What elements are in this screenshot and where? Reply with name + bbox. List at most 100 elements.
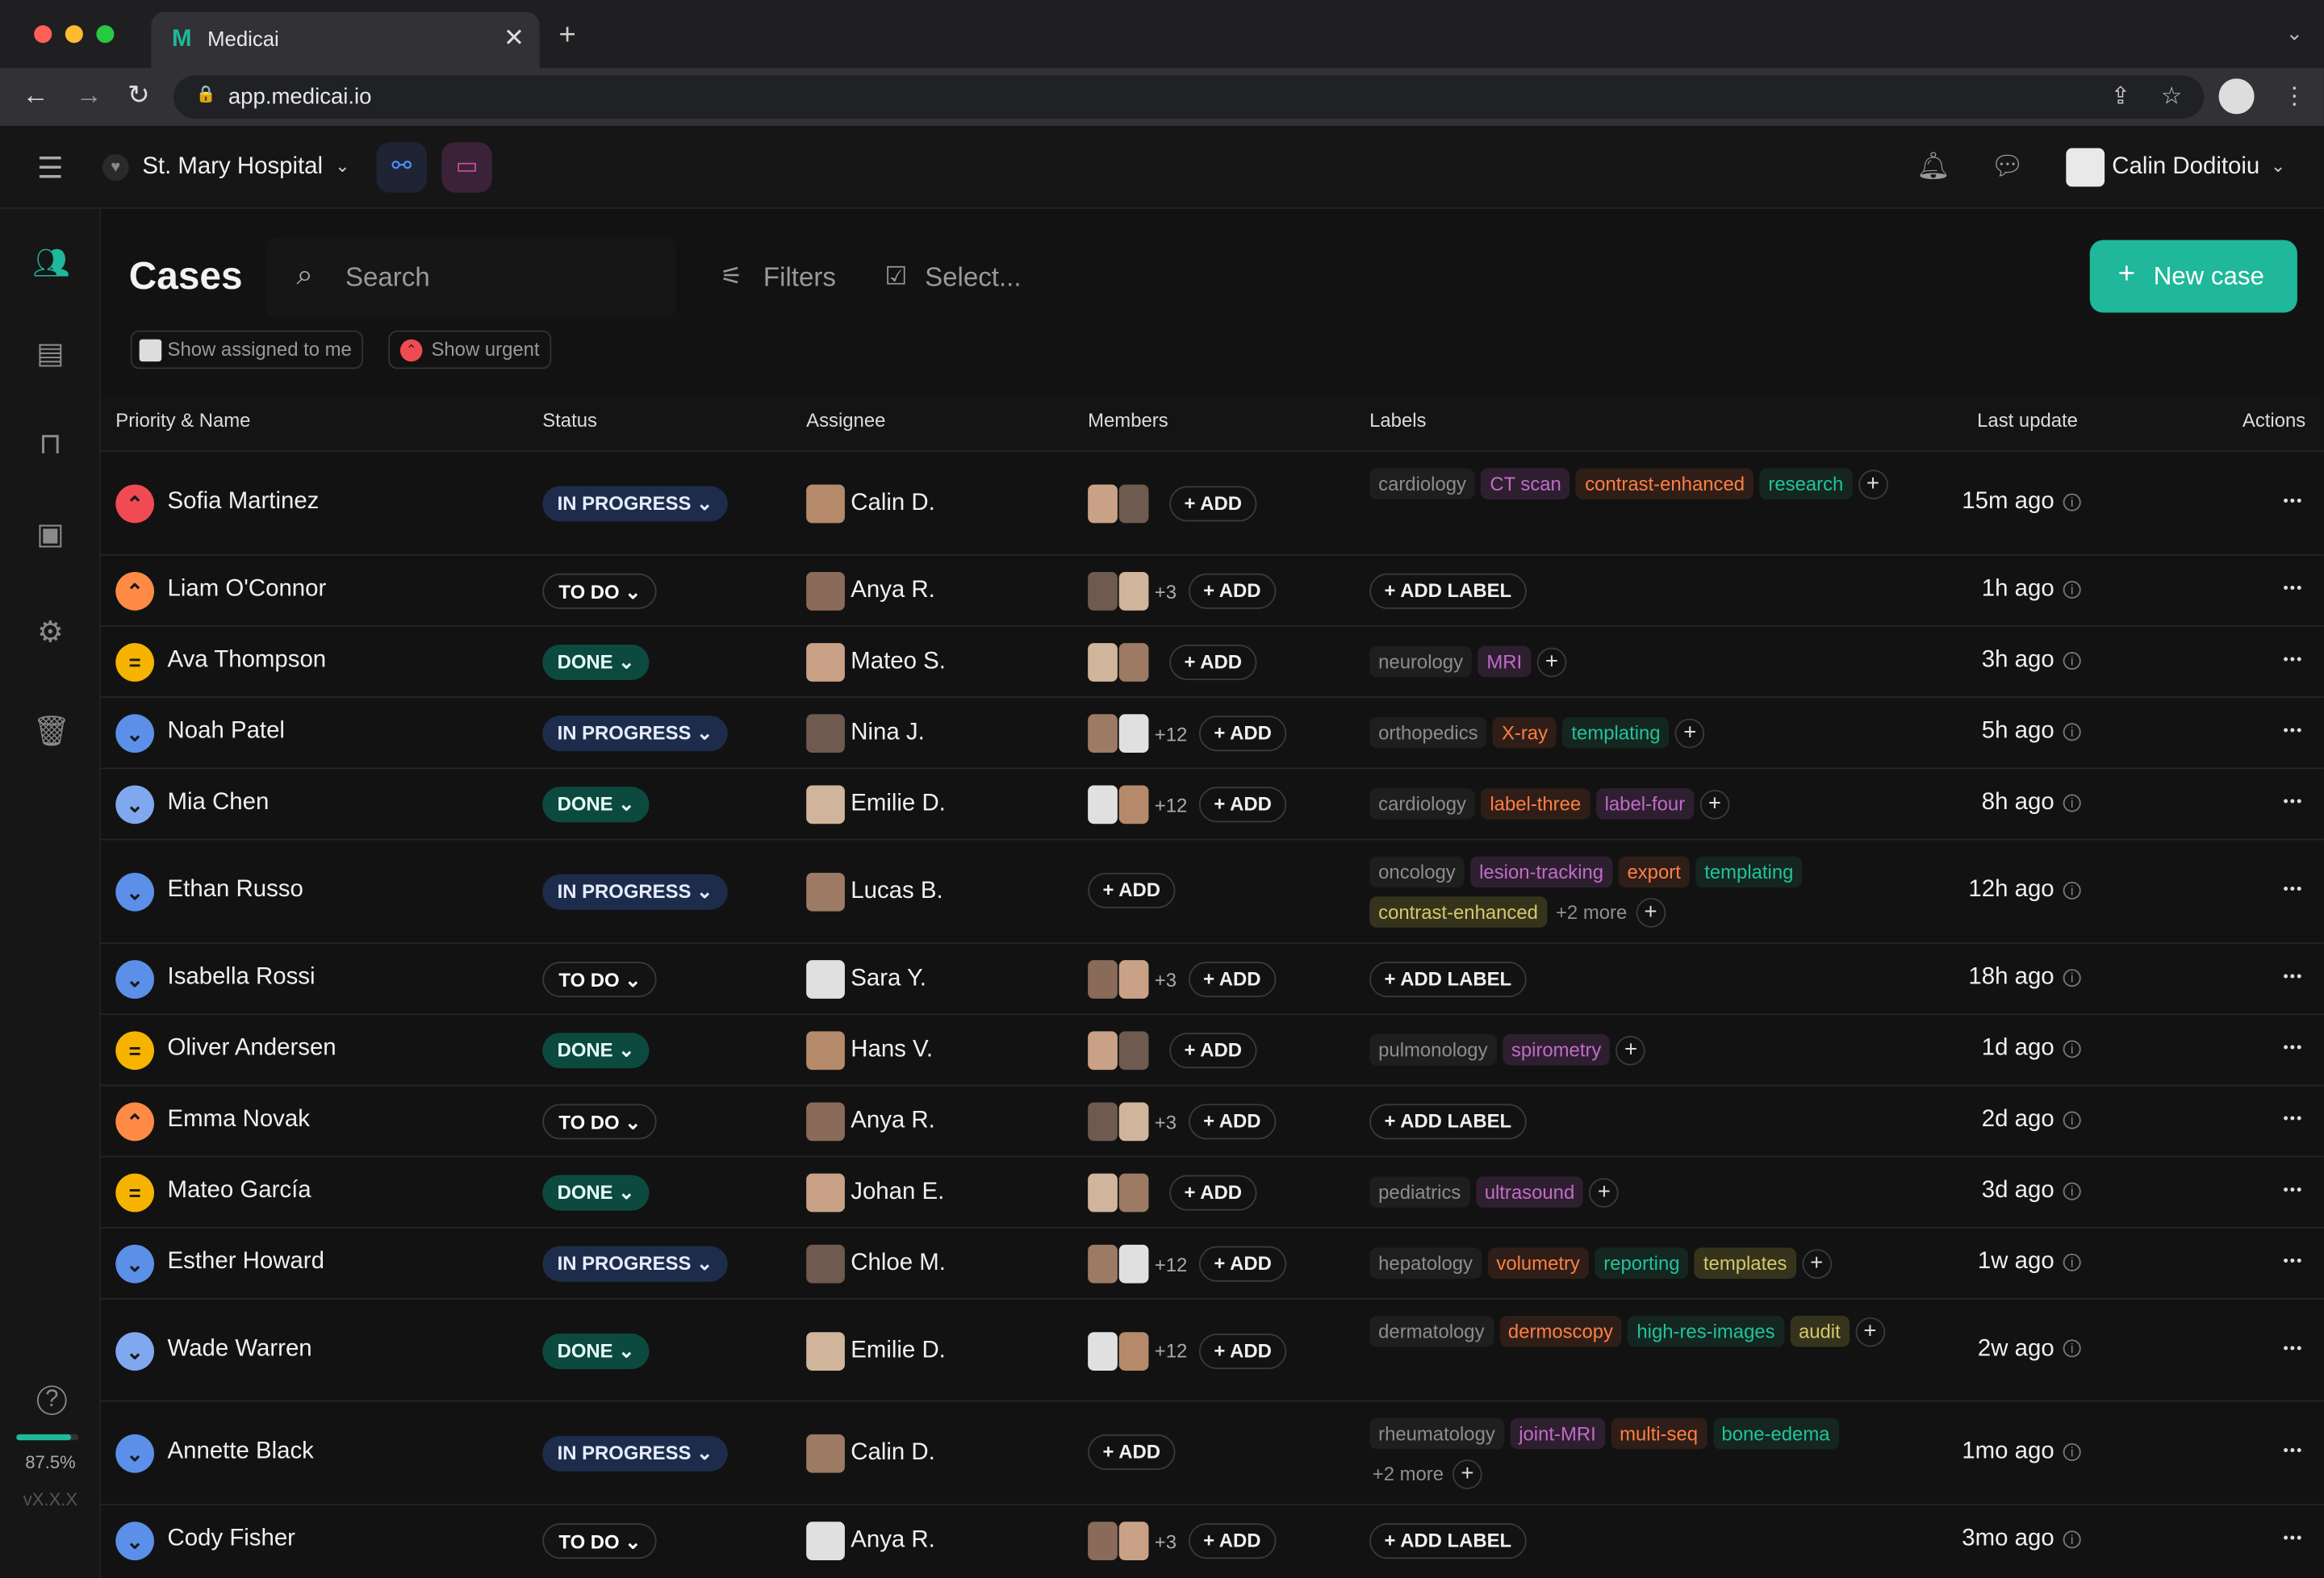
label-chip[interactable]: joint-MRI: [1510, 1417, 1605, 1450]
assignee[interactable]: Johan E.: [806, 1173, 944, 1213]
assignee[interactable]: Calin D.: [806, 1434, 935, 1473]
video-camera-icon[interactable]: ▭: [441, 142, 492, 193]
add-label-icon[interactable]: +: [1616, 1035, 1646, 1066]
case-name[interactable]: Mateo García: [167, 1178, 311, 1204]
status-dropdown[interactable]: DONE ⌄: [542, 644, 650, 681]
add-member-button[interactable]: + ADD: [1169, 1175, 1257, 1211]
add-label-button[interactable]: + ADD LABEL: [1369, 1523, 1527, 1559]
assignee[interactable]: Emilie D.: [806, 1331, 946, 1371]
maximize-window-button[interactable]: [96, 25, 115, 44]
add-member-button[interactable]: + ADD: [1169, 486, 1257, 522]
chevron-down-icon[interactable]: ⌄: [335, 155, 350, 177]
add-label-button[interactable]: + ADD LABEL: [1369, 1104, 1527, 1140]
assignee[interactable]: Anya R.: [806, 1522, 935, 1561]
info-icon[interactable]: i: [2063, 1253, 2081, 1271]
case-name[interactable]: Esther Howard: [167, 1249, 324, 1275]
case-name[interactable]: Isabella Rossi: [167, 964, 316, 990]
label-chip[interactable]: high-res-images: [1628, 1315, 1784, 1347]
assignee[interactable]: Hans V.: [806, 1031, 933, 1071]
add-member-button[interactable]: + ADD: [1188, 1523, 1276, 1559]
label-chip[interactable]: multi-seq: [1611, 1417, 1707, 1450]
table-row[interactable]: = Oliver Andersen DONE ⌄ Hans V. + ADD pulmon…: [100, 1013, 2324, 1084]
add-member-button[interactable]: + ADD: [1199, 716, 1287, 752]
assignee[interactable]: Anya R.: [806, 571, 935, 611]
table-row[interactable]: ⌄ Mia Chen DONE ⌄ Emilie D. +12 + ADD cardiolo…: [100, 767, 2324, 838]
label-chip[interactable]: audit: [1789, 1315, 1850, 1347]
bookmark-star-icon[interactable]: ☆: [2160, 84, 2183, 110]
more-actions-icon[interactable]: •••: [2283, 881, 2304, 899]
assignee[interactable]: Nina J.: [806, 714, 925, 754]
label-chip[interactable]: templating: [1562, 716, 1670, 749]
case-name[interactable]: Oliver Andersen: [167, 1035, 336, 1062]
info-icon[interactable]: i: [2063, 881, 2081, 900]
show-urgent-filter[interactable]: ⌃ Show urgent: [388, 330, 552, 369]
assignee[interactable]: Emilie D.: [806, 785, 946, 824]
trash-icon[interactable]: 🗑︎: [32, 716, 71, 749]
more-actions-icon[interactable]: •••: [2283, 969, 2304, 986]
info-icon[interactable]: i: [2063, 722, 2081, 741]
add-member-button[interactable]: + ADD: [1088, 872, 1176, 908]
share-network-icon[interactable]: ⚯: [376, 142, 427, 193]
more-actions-icon[interactable]: •••: [2283, 652, 2304, 669]
add-member-button[interactable]: + ADD: [1169, 644, 1257, 681]
label-chip[interactable]: pediatrics: [1369, 1176, 1470, 1208]
case-name[interactable]: Mia Chen: [167, 789, 270, 816]
label-chip[interactable]: ultrasound: [1475, 1176, 1584, 1208]
address-bar[interactable]: 🔒 app.medicai.io: [173, 75, 2205, 119]
status-dropdown[interactable]: DONE ⌄: [542, 1175, 650, 1211]
info-icon[interactable]: i: [2063, 1339, 2081, 1358]
more-actions-icon[interactable]: •••: [2283, 1530, 2304, 1547]
info-icon[interactable]: i: [2063, 651, 2081, 670]
header-assignee[interactable]: Assignee: [806, 408, 886, 432]
more-labels[interactable]: +2 more: [1372, 1462, 1444, 1485]
label-chip[interactable]: cardiology: [1369, 468, 1476, 499]
settings-gear-icon[interactable]: ⚙: [36, 616, 64, 649]
case-name[interactable]: Emma Novak: [167, 1107, 310, 1133]
close-tab-icon[interactable]: ✕: [504, 23, 525, 52]
add-label-icon[interactable]: +: [1699, 789, 1730, 820]
header-status[interactable]: Status: [542, 408, 597, 432]
more-actions-icon[interactable]: •••: [2283, 1040, 2304, 1057]
case-name[interactable]: Cody Fisher: [167, 1526, 295, 1552]
status-dropdown[interactable]: TO DO ⌄: [542, 573, 658, 609]
more-actions-icon[interactable]: •••: [2283, 794, 2304, 811]
label-chip[interactable]: templates: [1694, 1247, 1796, 1280]
inbox-icon[interactable]: ⊓: [39, 428, 62, 461]
status-dropdown[interactable]: DONE ⌄: [542, 787, 650, 823]
more-actions-icon[interactable]: •••: [2283, 1253, 2304, 1271]
label-chip[interactable]: dermatology: [1369, 1315, 1494, 1347]
more-actions-icon[interactable]: •••: [2283, 1442, 2304, 1460]
case-name[interactable]: Noah Patel: [167, 718, 285, 745]
label-chip[interactable]: lesion-tracking: [1470, 856, 1613, 888]
label-chip[interactable]: spirometry: [1502, 1034, 1611, 1066]
assignee[interactable]: Mateo S.: [806, 643, 946, 682]
table-row[interactable]: ⌄ Isabella Rossi TO DO ⌄ Sara Y. +3 + ADD + AD…: [100, 942, 2324, 1013]
label-chip[interactable]: rheumatology: [1369, 1417, 1504, 1450]
table-row[interactable]: ⌃ Emma Novak TO DO ⌄ Anya R. +3 + ADD + ADD LA…: [100, 1084, 2324, 1155]
user-menu[interactable]: Calin Doditoiu: [2112, 154, 2260, 180]
add-label-icon[interactable]: +: [1452, 1459, 1482, 1489]
select-checkbox-icon[interactable]: ☑: [884, 262, 908, 290]
add-member-button[interactable]: + ADD: [1199, 787, 1287, 823]
cases-users-icon[interactable]: 👥︎: [32, 247, 71, 281]
add-member-button[interactable]: + ADD: [1169, 1033, 1257, 1069]
info-icon[interactable]: i: [2063, 794, 2081, 812]
label-chip[interactable]: pulmonology: [1369, 1034, 1497, 1066]
label-chip[interactable]: contrast-enhanced: [1576, 468, 1754, 499]
header-last-update[interactable]: Last update: [1977, 408, 2078, 432]
case-name[interactable]: Wade Warren: [167, 1335, 312, 1362]
label-chip[interactable]: cardiology: [1369, 788, 1476, 820]
filters-icon[interactable]: ⚟: [720, 262, 743, 290]
case-name[interactable]: Ava Thompson: [167, 647, 327, 673]
status-dropdown[interactable]: DONE ⌄: [542, 1033, 650, 1069]
add-label-icon[interactable]: +: [1636, 898, 1666, 928]
add-member-button[interactable]: + ADD: [1199, 1246, 1287, 1282]
more-actions-icon[interactable]: •••: [2283, 1340, 2304, 1357]
filters-button[interactable]: Filters: [763, 262, 836, 292]
browser-tab[interactable]: M Medicai ✕: [151, 11, 540, 69]
status-dropdown[interactable]: TO DO ⌄: [542, 1523, 658, 1559]
browser-menu-icon[interactable]: ⋮: [2282, 84, 2306, 110]
label-chip[interactable]: reporting: [1595, 1247, 1689, 1280]
add-label-icon[interactable]: +: [1536, 647, 1567, 678]
contacts-icon[interactable]: ▣: [36, 518, 65, 552]
